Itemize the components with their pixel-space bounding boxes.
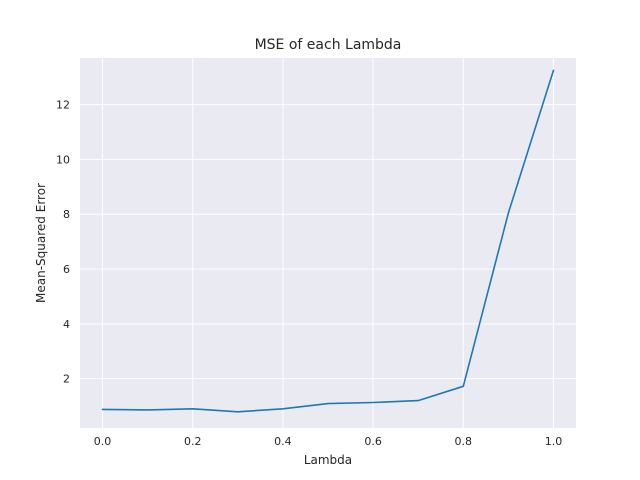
y-tick-label: 8 <box>63 208 70 221</box>
x-tick-label: 0.6 <box>364 435 382 448</box>
y-tick-label: 2 <box>63 373 70 386</box>
tick-labels: 0.0 0.2 0.4 0.6 0.8 1.0 2 4 6 8 10 12 <box>56 99 562 448</box>
x-tick-label: 0.8 <box>455 435 473 448</box>
x-tick-label: 0.4 <box>274 435 292 448</box>
y-tick-label: 4 <box>63 318 70 331</box>
x-axis-label: Lambda <box>304 453 352 467</box>
y-tick-label: 12 <box>56 99 70 112</box>
x-tick-label: 0.0 <box>94 435 112 448</box>
y-axis-label: Mean-Squared Error <box>34 183 48 303</box>
chart-title: MSE of each Lambda <box>255 37 402 53</box>
plot-background <box>80 58 576 428</box>
series-line <box>101 69 555 413</box>
x-tick-label: 0.2 <box>184 435 202 448</box>
series-layer <box>101 69 555 413</box>
x-tick-label: 1.0 <box>545 435 563 448</box>
y-tick-label: 6 <box>63 263 70 276</box>
y-tick-label: 10 <box>56 153 70 166</box>
grid <box>80 58 576 428</box>
